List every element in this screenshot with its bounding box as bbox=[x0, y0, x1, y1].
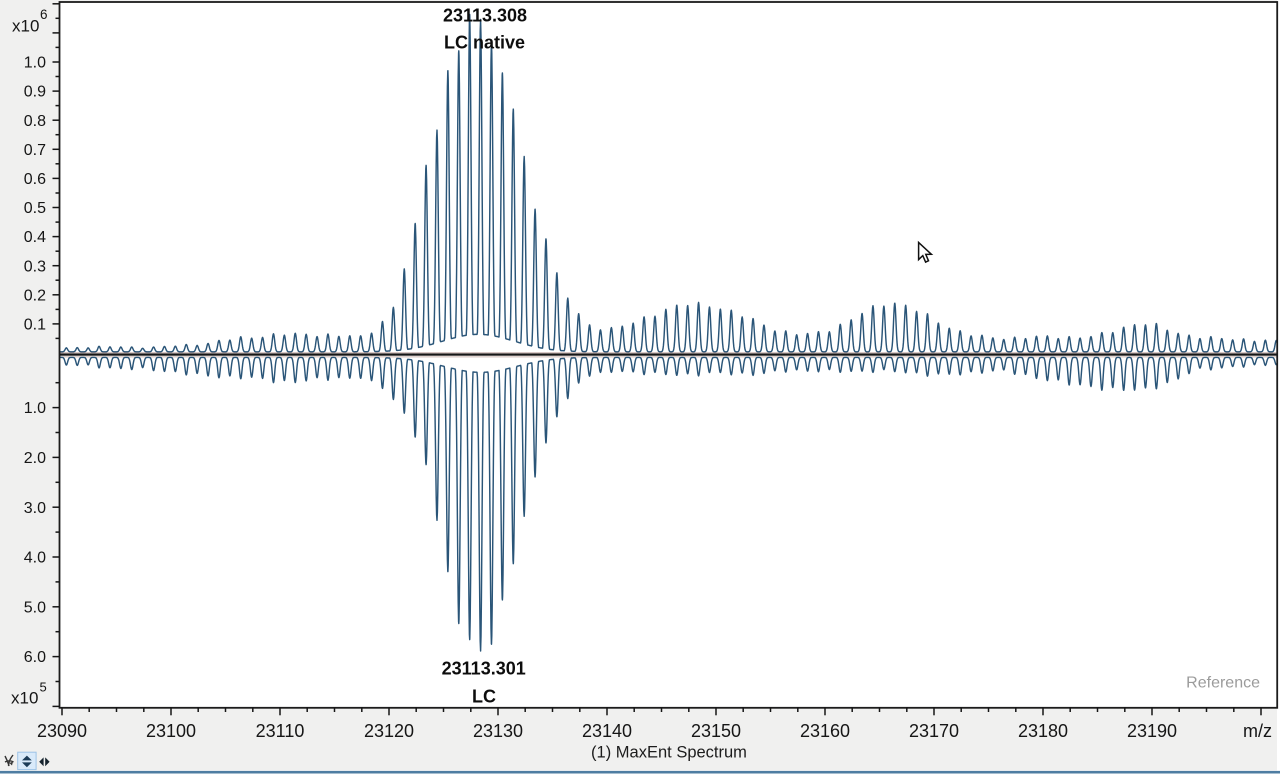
svg-text:0.4: 0.4 bbox=[24, 229, 46, 246]
svg-text:(1) MaxEnt Spectrum: (1) MaxEnt Spectrum bbox=[591, 744, 747, 762]
svg-text:1.0: 1.0 bbox=[24, 400, 46, 417]
svg-text:23190: 23190 bbox=[1127, 721, 1177, 741]
svg-text:5: 5 bbox=[40, 680, 47, 695]
svg-text:x10: x10 bbox=[11, 688, 38, 707]
svg-text:0.7: 0.7 bbox=[24, 142, 46, 159]
svg-text:23113.308: 23113.308 bbox=[443, 6, 527, 26]
svg-text:23150: 23150 bbox=[691, 721, 741, 741]
svg-text:1.0: 1.0 bbox=[24, 55, 46, 72]
svg-text:Reference: Reference bbox=[1186, 675, 1260, 692]
svg-text:23170: 23170 bbox=[909, 721, 959, 741]
svg-text:6.0: 6.0 bbox=[24, 649, 46, 666]
svg-text:0.5: 0.5 bbox=[24, 200, 46, 217]
svg-text:LC native: LC native bbox=[444, 33, 525, 53]
svg-text:0.3: 0.3 bbox=[24, 258, 46, 275]
svg-text:23160: 23160 bbox=[800, 721, 850, 741]
svg-text:6: 6 bbox=[40, 7, 48, 22]
svg-text:2.0: 2.0 bbox=[24, 450, 46, 467]
svg-text:3.0: 3.0 bbox=[24, 500, 46, 517]
svg-text:0.8: 0.8 bbox=[24, 113, 46, 130]
svg-text:23110: 23110 bbox=[256, 721, 305, 741]
svg-text:23130: 23130 bbox=[473, 721, 523, 741]
svg-text:m/z: m/z bbox=[1243, 721, 1272, 741]
svg-text:0.1: 0.1 bbox=[24, 317, 46, 334]
svg-text:23140: 23140 bbox=[582, 721, 632, 741]
svg-text:LC: LC bbox=[472, 687, 496, 707]
svg-text:0.9: 0.9 bbox=[24, 84, 46, 101]
svg-text:23120: 23120 bbox=[364, 721, 414, 741]
svg-text:0.6: 0.6 bbox=[24, 171, 46, 188]
svg-text:5.0: 5.0 bbox=[24, 599, 46, 616]
svg-text:23100: 23100 bbox=[146, 721, 196, 741]
svg-text:23113.301: 23113.301 bbox=[442, 659, 526, 679]
svg-text:4.0: 4.0 bbox=[24, 550, 46, 567]
svg-text:x10: x10 bbox=[12, 17, 39, 36]
svg-text:23180: 23180 bbox=[1018, 721, 1068, 741]
svg-text:0.2: 0.2 bbox=[24, 287, 46, 304]
svg-text:23090: 23090 bbox=[37, 721, 87, 741]
